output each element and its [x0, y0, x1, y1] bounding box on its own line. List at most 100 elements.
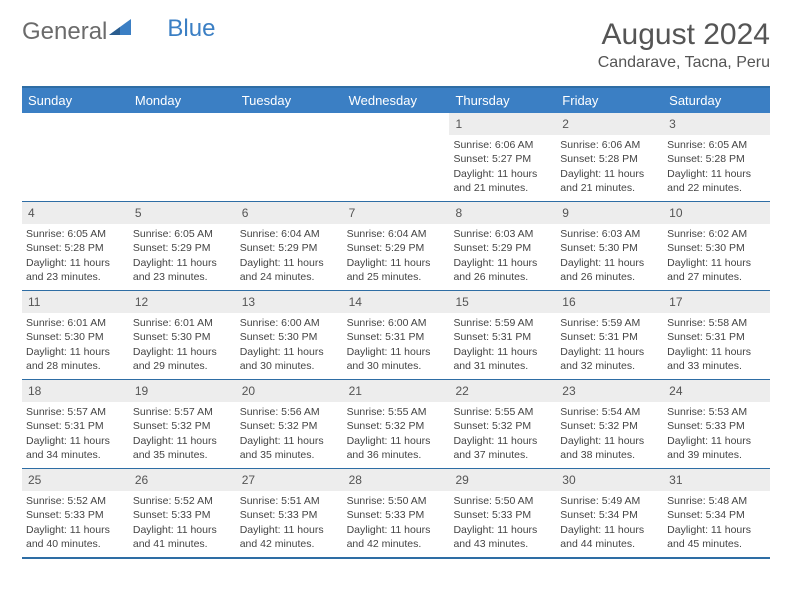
- day-cell: 8Sunrise: 6:03 AMSunset: 5:29 PMDaylight…: [449, 202, 556, 290]
- week-row: 11Sunrise: 6:01 AMSunset: 5:30 PMDayligh…: [22, 291, 770, 380]
- daylight-text: Daylight: 11 hours and 44 minutes.: [560, 523, 659, 551]
- day-cell: [129, 113, 236, 201]
- day-cell: [22, 113, 129, 201]
- sunset-text: Sunset: 5:30 PM: [133, 330, 232, 344]
- logo: General Blue: [22, 18, 215, 46]
- daylight-text: Daylight: 11 hours and 41 minutes.: [133, 523, 232, 551]
- day-cell: 10Sunrise: 6:02 AMSunset: 5:30 PMDayligh…: [663, 202, 770, 290]
- day-cell: 15Sunrise: 5:59 AMSunset: 5:31 PMDayligh…: [449, 291, 556, 379]
- day-cell: 6Sunrise: 6:04 AMSunset: 5:29 PMDaylight…: [236, 202, 343, 290]
- sunrise-text: Sunrise: 5:59 AM: [453, 316, 552, 330]
- daylight-text: Daylight: 11 hours and 27 minutes.: [667, 256, 766, 284]
- sunrise-text: Sunrise: 6:01 AM: [133, 316, 232, 330]
- sunset-text: Sunset: 5:34 PM: [667, 508, 766, 522]
- sunrise-text: Sunrise: 5:55 AM: [347, 405, 446, 419]
- sunset-text: Sunset: 5:28 PM: [667, 152, 766, 166]
- sunrise-text: Sunrise: 5:58 AM: [667, 316, 766, 330]
- day-header: Monday: [129, 88, 236, 113]
- daylight-text: Daylight: 11 hours and 43 minutes.: [453, 523, 552, 551]
- day-number: 2: [556, 113, 663, 135]
- day-number: 8: [449, 202, 556, 224]
- daylight-text: Daylight: 11 hours and 30 minutes.: [347, 345, 446, 373]
- sunset-text: Sunset: 5:32 PM: [560, 419, 659, 433]
- daylight-text: Daylight: 11 hours and 40 minutes.: [26, 523, 125, 551]
- day-cell: 20Sunrise: 5:56 AMSunset: 5:32 PMDayligh…: [236, 380, 343, 468]
- logo-triangle-icon: [109, 19, 131, 37]
- day-cell: 1Sunrise: 6:06 AMSunset: 5:27 PMDaylight…: [449, 113, 556, 201]
- sunrise-text: Sunrise: 6:01 AM: [26, 316, 125, 330]
- day-number: 18: [22, 380, 129, 402]
- daylight-text: Daylight: 11 hours and 29 minutes.: [133, 345, 232, 373]
- daylight-text: Daylight: 11 hours and 22 minutes.: [667, 167, 766, 195]
- sunrise-text: Sunrise: 5:53 AM: [667, 405, 766, 419]
- sunrise-text: Sunrise: 5:49 AM: [560, 494, 659, 508]
- sunset-text: Sunset: 5:31 PM: [560, 330, 659, 344]
- sunrise-text: Sunrise: 6:06 AM: [560, 138, 659, 152]
- daylight-text: Daylight: 11 hours and 28 minutes.: [26, 345, 125, 373]
- day-number: 31: [663, 469, 770, 491]
- day-number: 4: [22, 202, 129, 224]
- day-cell: [343, 113, 450, 201]
- sunset-text: Sunset: 5:30 PM: [560, 241, 659, 255]
- day-header: Tuesday: [236, 88, 343, 113]
- week-row: 25Sunrise: 5:52 AMSunset: 5:33 PMDayligh…: [22, 469, 770, 559]
- day-number: 22: [449, 380, 556, 402]
- daylight-text: Daylight: 11 hours and 26 minutes.: [560, 256, 659, 284]
- sunrise-text: Sunrise: 5:48 AM: [667, 494, 766, 508]
- day-number: 17: [663, 291, 770, 313]
- daylight-text: Daylight: 11 hours and 26 minutes.: [453, 256, 552, 284]
- sunset-text: Sunset: 5:30 PM: [26, 330, 125, 344]
- day-number: 24: [663, 380, 770, 402]
- daylight-text: Daylight: 11 hours and 42 minutes.: [240, 523, 339, 551]
- daylight-text: Daylight: 11 hours and 31 minutes.: [453, 345, 552, 373]
- sunset-text: Sunset: 5:29 PM: [133, 241, 232, 255]
- logo-text-general: General: [22, 18, 107, 46]
- sunset-text: Sunset: 5:33 PM: [347, 508, 446, 522]
- day-number: 12: [129, 291, 236, 313]
- day-cell: 3Sunrise: 6:05 AMSunset: 5:28 PMDaylight…: [663, 113, 770, 201]
- day-cell: 30Sunrise: 5:49 AMSunset: 5:34 PMDayligh…: [556, 469, 663, 557]
- day-cell: 9Sunrise: 6:03 AMSunset: 5:30 PMDaylight…: [556, 202, 663, 290]
- daylight-text: Daylight: 11 hours and 36 minutes.: [347, 434, 446, 462]
- day-cell: 29Sunrise: 5:50 AMSunset: 5:33 PMDayligh…: [449, 469, 556, 557]
- day-header-row: Sunday Monday Tuesday Wednesday Thursday…: [22, 88, 770, 113]
- week-row: 1Sunrise: 6:06 AMSunset: 5:27 PMDaylight…: [22, 113, 770, 202]
- sunset-text: Sunset: 5:32 PM: [240, 419, 339, 433]
- daylight-text: Daylight: 11 hours and 21 minutes.: [453, 167, 552, 195]
- day-header: Sunday: [22, 88, 129, 113]
- day-number: 19: [129, 380, 236, 402]
- sunrise-text: Sunrise: 5:56 AM: [240, 405, 339, 419]
- day-cell: 25 Sunrise: 5:52 AMSunset: 5:33 PMDayligh…: [22, 469, 129, 557]
- day-cell: 26Sunrise: 5:52 AMSunset: 5:33 PMDayligh…: [129, 469, 236, 557]
- day-number: 23: [556, 380, 663, 402]
- sunset-text: Sunset: 5:31 PM: [347, 330, 446, 344]
- daylight-text: Daylight: 11 hours and 30 minutes.: [240, 345, 339, 373]
- sunrise-text: Sunrise: 6:03 AM: [560, 227, 659, 241]
- day-header: Wednesday: [343, 88, 450, 113]
- sunset-text: Sunset: 5:29 PM: [240, 241, 339, 255]
- sunrise-text: Sunrise: 5:50 AM: [347, 494, 446, 508]
- sunrise-text: Sunrise: 5:52 AM: [26, 494, 125, 508]
- week-row: 18 Sunrise: 5:57 AM Sunset: 5:31 PM Dayligh…: [22, 380, 770, 469]
- daylight-text: Daylight: 11 hours and 23 minutes.: [133, 256, 232, 284]
- day-cell: 18Sunrise: 5:57 AMSunset: 5:31 PMDayligh…: [22, 380, 129, 468]
- day-number: 5: [129, 202, 236, 224]
- daylight-text: Daylight: 11 hours and 39 minutes.: [667, 434, 766, 462]
- sunrise-text: Sunrise: 6:05 AM: [133, 227, 232, 241]
- day-cell: 28Sunrise: 5:50 AMSunset: 5:33 PMDayligh…: [343, 469, 450, 557]
- sunrise-text: Sunrise: 6:02 AM: [667, 227, 766, 241]
- sunrise-text: Sunrise: 5:57 AM: [133, 405, 232, 419]
- day-number: 26: [129, 469, 236, 491]
- sunset-text: Sunset: 5:31 PM: [26, 419, 125, 433]
- sunrise-text: Sunrise: 6:03 AM: [453, 227, 552, 241]
- sunrise-text: Sunrise: 5:52 AM: [133, 494, 232, 508]
- day-number: 1: [449, 113, 556, 135]
- sunset-text: Sunset: 5:33 PM: [453, 508, 552, 522]
- day-number: 25: [22, 469, 129, 491]
- sunrise-text: Sunrise: 6:00 AM: [240, 316, 339, 330]
- day-cell: 17Sunrise: 5:58 AMSunset: 5:31 PMDayligh…: [663, 291, 770, 379]
- daylight-text: Daylight: 11 hours and 33 minutes.: [667, 345, 766, 373]
- day-number: 27: [236, 469, 343, 491]
- sunset-text: Sunset: 5:33 PM: [26, 508, 125, 522]
- header: General Blue August 2024 Candarave, Tacn…: [0, 0, 792, 80]
